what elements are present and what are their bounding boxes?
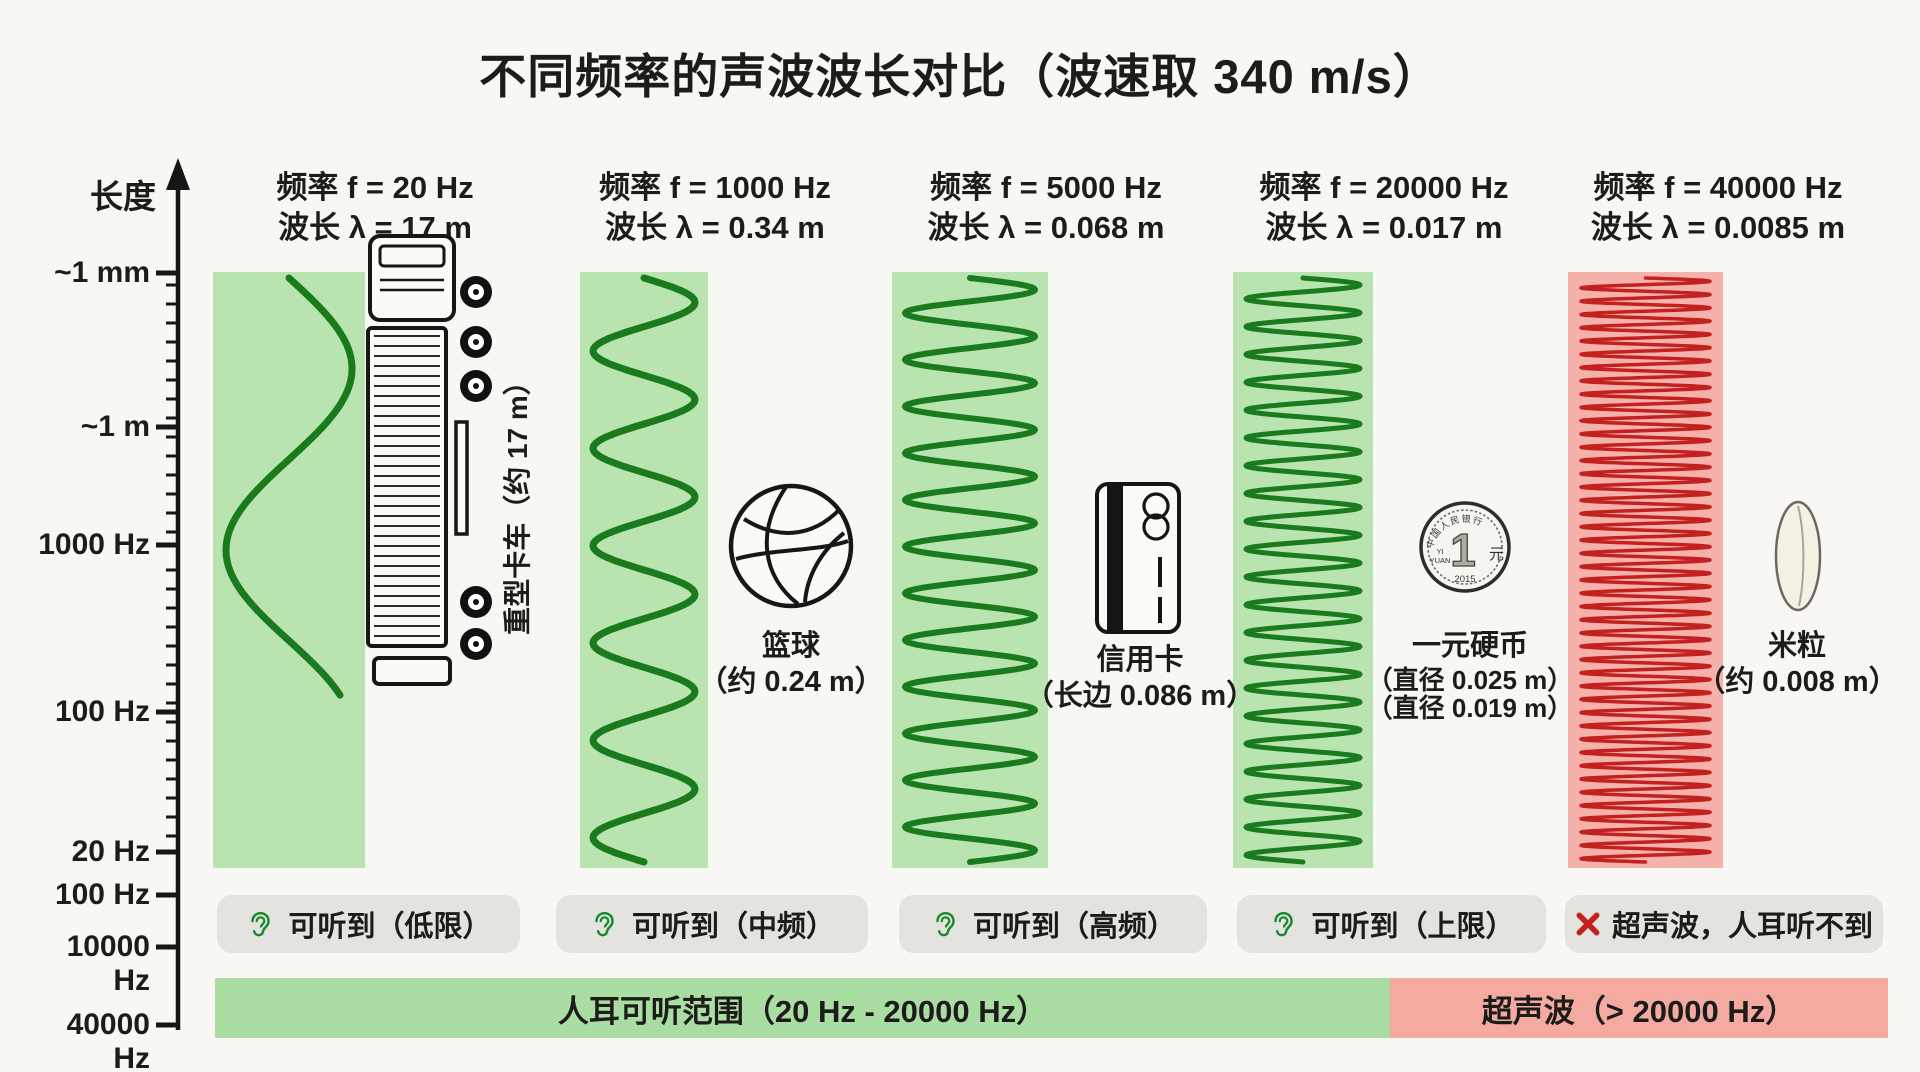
ear-icon: [936, 911, 955, 937]
column-header-40000hz: 频率 f = 40000 Hz 波长 λ = 0.0085 m: [1528, 168, 1908, 248]
axis-tick-label: ~1 m: [80, 410, 150, 443]
axis-tick-label: 40000 Hz: [66, 1008, 150, 1072]
badge-audible-low: 可听到（低限）: [217, 895, 520, 953]
page-title: 不同频率的声波波长对比（波速取 340 m/s）: [479, 50, 1441, 103]
badge-label: 超声波，人耳听不到: [1611, 911, 1873, 943]
badge-label: 可听到（低限）: [288, 911, 492, 943]
credit-card-label: 信用卡: [1096, 644, 1184, 676]
wave-band-40000hz: [1568, 272, 1723, 868]
wavelength-label: 波长 λ = 0.0085 m: [1590, 210, 1846, 245]
wave-band-1000hz: [580, 272, 708, 868]
ear-icon: [595, 911, 614, 937]
basketball-icon: [728, 483, 854, 609]
coin-size-label-2: （直径 0.019 m）: [1366, 693, 1574, 723]
sine-wave-5000hz: [902, 275, 1038, 865]
credit-card-icon: [1095, 482, 1181, 634]
frequency-label: 频率 f = 20 Hz: [276, 170, 474, 205]
sine-wave-1000hz: [589, 274, 699, 866]
frequency-label: 频率 f = 1000 Hz: [599, 170, 831, 205]
wavelength-label: 波长 λ = 0.068 m: [927, 210, 1165, 245]
sine-wave-20000hz: [1243, 275, 1363, 865]
badge-audible-mid: 可听到（中频）: [556, 895, 868, 953]
column-header-5000hz: 频率 f = 5000 Hz 波长 λ = 0.068 m: [856, 168, 1236, 248]
axis-tick-label: 100 Hz: [54, 695, 150, 728]
y-axis-title: 长度: [90, 178, 156, 215]
coin-pinyin: YUAN: [1430, 556, 1451, 565]
axis-tick-label: 100 Hz: [54, 878, 150, 911]
frequency-label: 频率 f = 5000 Hz: [930, 170, 1162, 205]
frequency-label: 频率 f = 40000 Hz: [1593, 170, 1843, 205]
wavelength-label: 波长 λ = 0.34 m: [605, 210, 825, 245]
column-header-1000hz: 频率 f = 1000 Hz 波长 λ = 0.34 m: [525, 168, 905, 248]
wave-band-20000hz: [1233, 272, 1373, 868]
ear-icon: [251, 911, 271, 937]
truck-icon: [366, 234, 492, 686]
badge-ultrasound: 超声波，人耳听不到: [1565, 895, 1883, 953]
badge-label: 可听到（高频）: [972, 911, 1176, 943]
axis-ticks: [156, 270, 179, 1028]
rice-label: 米粒: [1767, 630, 1826, 662]
badge-label: 可听到（中频）: [631, 911, 835, 943]
coin-label: 一元硬币: [1411, 630, 1528, 662]
wave-band-5000hz: [892, 272, 1048, 868]
axis-tick-label: 10000 Hz: [66, 930, 150, 997]
rice-grain-icon: [1774, 500, 1822, 612]
ultrasound-range-bar: 超声波（> 20000 Hz）: [1390, 978, 1888, 1038]
coin-pinyin: YI: [1436, 547, 1443, 556]
badge-audible-high: 可听到（高频）: [899, 895, 1207, 953]
axis-tick-label: 20 Hz: [71, 835, 150, 868]
basketball-size-label: （约 0.24 m）: [698, 666, 884, 698]
axis-tick-label: ~1 mm: [54, 256, 150, 289]
sine-wave-20hz: [222, 274, 356, 699]
frequency-label: 频率 f = 20000 Hz: [1259, 170, 1509, 205]
truck-wheels: [460, 276, 492, 660]
rice-size-label: （约 0.008 m）: [1696, 666, 1898, 698]
ear-icon: [1274, 911, 1294, 937]
badge-label: 可听到（上限）: [1311, 911, 1515, 943]
axis-tick-label: 1000 Hz: [38, 528, 150, 561]
coin-size-label-1: （直径 0.025 m）: [1366, 665, 1574, 695]
coin-year: 2015: [1454, 574, 1475, 585]
credit-card-size-label: （长边 0.086 m）: [1024, 680, 1256, 712]
audible-range-bar: 人耳可听范围（20 Hz - 20000 Hz）: [215, 978, 1390, 1038]
coin-value: 1: [1450, 524, 1476, 576]
wave-band-20hz: [213, 272, 365, 868]
x-icon: [1576, 912, 1600, 936]
wavelength-label: 波长 λ = 0.017 m: [1265, 210, 1503, 245]
sine-wave-40000hz: [1579, 276, 1712, 864]
basketball-label: 篮球: [761, 630, 820, 662]
truck-label: 重型卡车（约 17 m）: [502, 367, 533, 635]
coin-unit: 元: [1489, 546, 1504, 563]
column-header-20000hz: 频率 f = 20000 Hz 波长 λ = 0.017 m: [1194, 168, 1574, 248]
coin-icon: 中国人民银行 1 元 YI YUAN 2015: [1419, 501, 1511, 593]
badge-audible-limit: 可听到（上限）: [1237, 895, 1546, 953]
